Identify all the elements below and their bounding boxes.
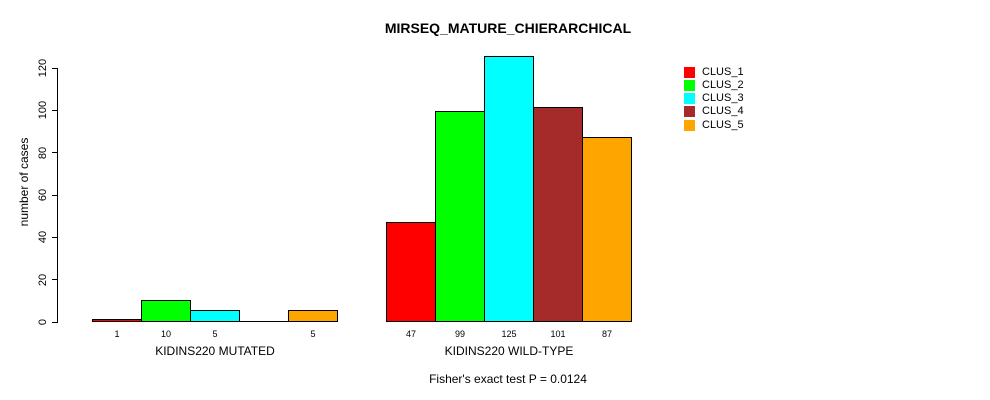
y-tick-label: 40	[37, 231, 49, 244]
legend-swatch	[684, 119, 695, 131]
y-tick-mark	[52, 236, 58, 238]
bar-value-label: 5	[212, 329, 218, 339]
y-tick-mark	[52, 109, 58, 111]
bar-value-label: 125	[501, 329, 517, 339]
legend-item: CLUS_5	[684, 119, 744, 132]
bar-clus_2	[435, 111, 485, 322]
y-tick-label: 20	[37, 273, 49, 286]
y-tick-mark	[52, 152, 58, 154]
legend-swatch	[684, 66, 695, 78]
y-tick-label: 0	[37, 318, 49, 326]
y-tick-mark	[52, 67, 58, 69]
bar-value-label: 87	[601, 329, 612, 339]
bar-clus_1	[92, 318, 142, 322]
chart-title: MIRSEQ_MATURE_CHIERARCHICAL	[384, 20, 632, 36]
bar-value-label: 1	[114, 329, 120, 339]
y-tick-label: 100	[37, 101, 49, 120]
y-axis-label: number of cases	[17, 137, 31, 227]
y-axis-line	[57, 68, 58, 323]
bar-clus_1	[386, 221, 436, 322]
bar-value-label: 10	[160, 329, 171, 339]
legend-label: CLUS_5	[702, 118, 744, 131]
legend-item: CLUS_2	[684, 79, 744, 92]
y-tick-label: 80	[37, 146, 49, 159]
legend-swatch	[684, 79, 695, 91]
bar-clus_4-zero	[239, 321, 289, 322]
legend-swatch	[684, 93, 695, 105]
y-tick-label: 60	[37, 188, 49, 202]
legend-item: CLUS_4	[684, 105, 744, 118]
bar-clus_2	[141, 299, 191, 322]
y-tick-mark	[52, 321, 58, 323]
bar-value-label: 5	[310, 329, 316, 339]
bar-clus_3	[484, 56, 534, 322]
bar-value-label: 99	[454, 329, 465, 339]
legend-label: CLUS_4	[702, 105, 744, 118]
legend-swatch	[684, 106, 695, 118]
y-tick-mark	[52, 279, 58, 281]
bar-value-label: 101	[550, 329, 566, 339]
legend-label: CLUS_3	[702, 92, 744, 105]
bar-value-label: 47	[405, 329, 416, 339]
legend-item: CLUS_3	[684, 92, 744, 105]
legend-item: CLUS_1	[684, 66, 744, 79]
y-tick-mark	[52, 194, 58, 196]
y-tick-label: 120	[37, 58, 49, 78]
group-label-mutated: KIDINS220 MUTATED	[155, 344, 275, 358]
bar-clus_5	[288, 310, 338, 322]
legend-label: CLUS_1	[702, 65, 744, 78]
legend-label: CLUS_2	[702, 78, 744, 91]
bar-clus_5	[582, 136, 632, 322]
group-label-wildtype: KIDINS220 WILD-TYPE	[444, 344, 574, 358]
bar-clus_3	[190, 310, 240, 322]
bar-clus_4	[533, 107, 583, 322]
fisher-test-annotation: Fisher's exact test P = 0.0124	[429, 372, 587, 386]
